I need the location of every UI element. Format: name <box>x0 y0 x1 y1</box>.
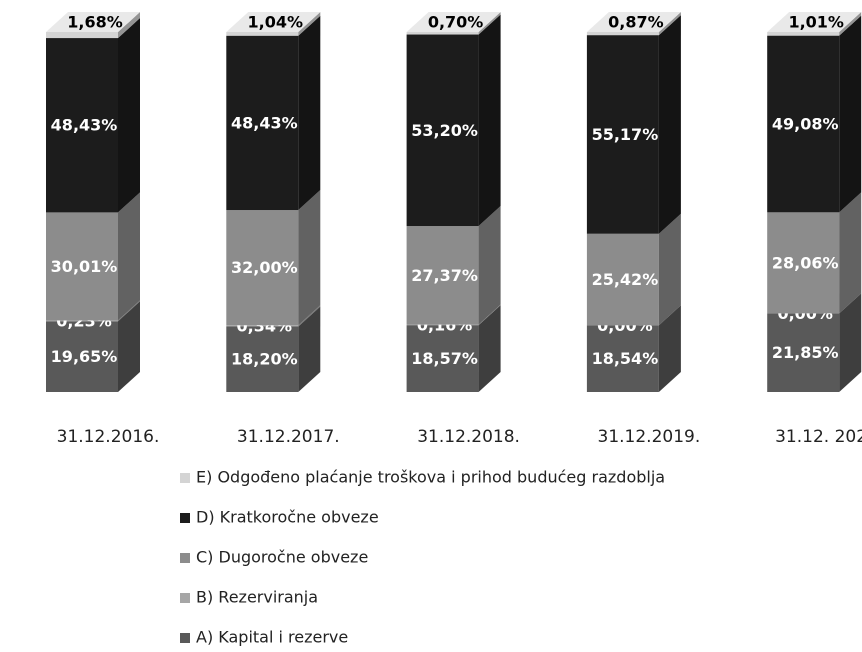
value-label: 25,42% <box>592 270 659 289</box>
legend-label: D) Kratkoročne obveze <box>196 508 379 527</box>
bar-segment <box>767 35 840 213</box>
bar-segment <box>226 31 299 36</box>
legend-label: A) Kapital i rezerve <box>196 628 348 647</box>
value-label: 48,43% <box>51 116 118 135</box>
value-label: 18,20% <box>231 350 298 369</box>
bar-side <box>118 301 140 392</box>
bar-segment <box>406 226 479 325</box>
bar-segment <box>406 325 479 392</box>
value-label: 18,57% <box>411 349 478 368</box>
value-label: 55,17% <box>592 125 659 144</box>
value-label: 27,37% <box>411 266 478 285</box>
bar-segment <box>586 233 659 326</box>
x-tick-label: 31.12. 2020. <box>775 427 862 447</box>
bar-segment <box>46 320 118 322</box>
x-tick-label: 31.12.2016. <box>57 427 160 447</box>
bar-segment <box>46 38 118 213</box>
bar-segment <box>226 326 299 392</box>
bar-segment <box>226 325 299 327</box>
bar-segment <box>767 313 840 392</box>
bar-segment <box>226 35 299 211</box>
bar-side <box>298 15 321 211</box>
bar-side <box>118 12 140 39</box>
bar-top <box>767 12 862 32</box>
legend-swatch <box>180 633 190 643</box>
legend-swatch <box>180 593 190 603</box>
bar-side <box>298 306 321 392</box>
bar-side <box>839 12 862 36</box>
bar-segment <box>406 324 479 326</box>
x-tick-label: 31.12.2019. <box>598 427 701 447</box>
bar-side <box>658 305 681 392</box>
bar-side <box>118 18 140 213</box>
bar-side <box>298 190 321 326</box>
legend-label: B) Rezerviranja <box>196 588 318 607</box>
value-label: 21,85% <box>772 343 839 362</box>
value-label: 1,68% <box>67 13 123 32</box>
bar-top <box>226 11 321 32</box>
value-label: 28,06% <box>772 253 839 272</box>
bar-top <box>586 12 681 32</box>
x-tick-label: 31.12.2018. <box>417 427 520 447</box>
bar-side <box>478 12 501 35</box>
bar-side <box>298 305 321 327</box>
bar-side <box>658 12 681 36</box>
x-tick-label: 31.12.2017. <box>237 427 340 447</box>
legend-swatch <box>180 473 190 483</box>
bar-segment <box>586 325 659 392</box>
bar-side <box>839 15 862 213</box>
bar-segment <box>406 32 479 35</box>
value-label: 32,00% <box>231 258 298 277</box>
bar-side <box>478 304 501 326</box>
value-label: 1,01% <box>788 13 844 32</box>
value-label: 19,65% <box>51 347 118 366</box>
bar-side <box>658 213 681 326</box>
bar-top <box>46 12 140 32</box>
value-label: 30,01% <box>51 257 118 276</box>
value-label: 18,54% <box>592 349 659 368</box>
bar-segment <box>586 32 659 36</box>
bar-top <box>406 12 501 32</box>
bar-side <box>298 11 321 36</box>
legend-swatch <box>180 513 190 523</box>
value-label: 0,87% <box>608 13 664 32</box>
value-label: 0,70% <box>428 13 484 32</box>
bar-segment <box>46 321 118 392</box>
value-label: 48,43% <box>231 113 298 132</box>
legend-label: C) Dugoročne obveze <box>196 548 368 567</box>
bar-side <box>839 192 862 314</box>
value-label: 49,08% <box>772 114 839 133</box>
bar-side <box>478 206 501 325</box>
bar-segment <box>226 210 299 326</box>
bar-segment <box>46 32 118 39</box>
bar-side <box>478 14 501 227</box>
bar-segment <box>767 32 840 36</box>
bar-segment <box>767 212 840 314</box>
value-label: 1,04% <box>248 12 304 31</box>
legend-swatch <box>180 553 190 563</box>
value-label: 53,20% <box>411 121 478 140</box>
bar-side <box>478 305 501 392</box>
bar-segment <box>406 34 479 227</box>
bar-side <box>118 192 140 321</box>
legend-label: E) Odgođeno plaćanje troškova i prihod b… <box>196 468 665 487</box>
bar-segment <box>46 212 118 321</box>
bar-side <box>118 300 140 322</box>
bar-side <box>839 293 862 392</box>
bar-side <box>658 15 681 234</box>
bar-segment <box>586 35 659 234</box>
